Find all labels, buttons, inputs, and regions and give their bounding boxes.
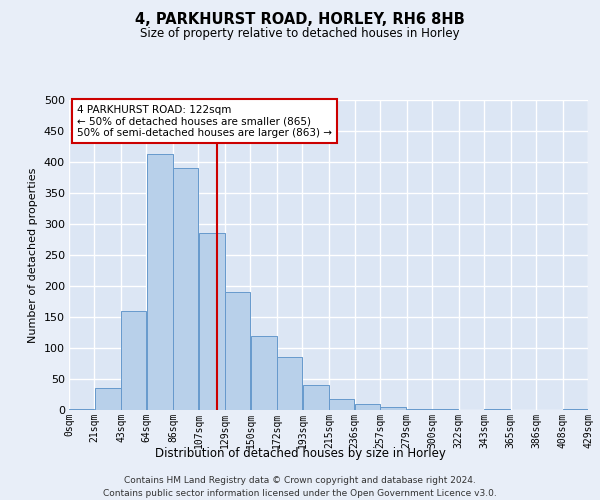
Text: 4, PARKHURST ROAD, HORLEY, RH6 8HB: 4, PARKHURST ROAD, HORLEY, RH6 8HB bbox=[135, 12, 465, 28]
Bar bbox=[69, 409, 94, 410]
Bar bbox=[407, 409, 432, 410]
Text: Contains HM Land Registry data © Crown copyright and database right 2024.: Contains HM Land Registry data © Crown c… bbox=[124, 476, 476, 485]
Bar bbox=[95, 388, 121, 410]
Bar bbox=[355, 404, 380, 410]
Text: Distribution of detached houses by size in Horley: Distribution of detached houses by size … bbox=[155, 448, 445, 460]
Bar bbox=[380, 407, 406, 410]
Text: Size of property relative to detached houses in Horley: Size of property relative to detached ho… bbox=[140, 28, 460, 40]
Text: Contains public sector information licensed under the Open Government Licence v3: Contains public sector information licen… bbox=[103, 489, 497, 498]
Bar bbox=[225, 292, 250, 410]
Y-axis label: Number of detached properties: Number of detached properties bbox=[28, 168, 38, 342]
Bar bbox=[277, 358, 302, 410]
Bar bbox=[329, 400, 355, 410]
Text: 4 PARKHURST ROAD: 122sqm
← 50% of detached houses are smaller (865)
50% of semi-: 4 PARKHURST ROAD: 122sqm ← 50% of detach… bbox=[77, 104, 332, 138]
Bar bbox=[302, 385, 329, 410]
Bar bbox=[199, 234, 225, 410]
Bar bbox=[146, 154, 173, 410]
Bar bbox=[251, 336, 277, 410]
Bar bbox=[121, 311, 146, 410]
Bar bbox=[173, 168, 198, 410]
Bar bbox=[484, 409, 511, 410]
